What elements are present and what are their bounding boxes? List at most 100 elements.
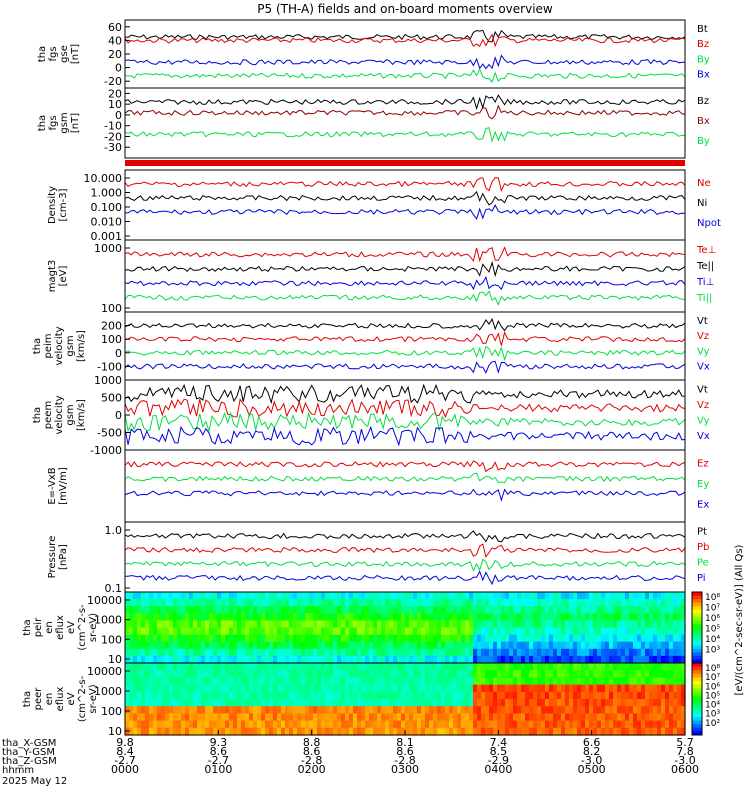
heatmap-cell bbox=[525, 720, 530, 729]
heatmap-cell bbox=[233, 599, 238, 607]
heatmap-cell bbox=[449, 613, 454, 621]
heatmap-cell bbox=[317, 677, 322, 686]
heatmap-cell bbox=[513, 620, 518, 629]
heatmap-cell bbox=[153, 720, 158, 729]
heatmap-cell bbox=[161, 677, 166, 686]
heatmap-cell bbox=[285, 706, 290, 714]
heatmap-cell bbox=[665, 699, 670, 707]
heatmap-cell bbox=[477, 620, 482, 629]
heatmap-cell bbox=[445, 641, 450, 650]
heatmap-cell bbox=[549, 606, 554, 614]
series-line-Te|| bbox=[124, 260, 686, 278]
heatmap-cell bbox=[601, 592, 606, 600]
heatmap-cell bbox=[149, 634, 154, 643]
heatmap-cell bbox=[609, 663, 614, 671]
heatmap-cell bbox=[349, 641, 354, 650]
heatmap-cell bbox=[437, 648, 442, 657]
heatmap-cell bbox=[161, 655, 166, 664]
heatmap-cell bbox=[209, 620, 214, 629]
heatmap-cell bbox=[665, 648, 670, 657]
heatmap-cell bbox=[253, 592, 258, 600]
heatmap-cell bbox=[153, 648, 158, 657]
heatmap-cell bbox=[561, 599, 566, 607]
heatmap-cell bbox=[665, 670, 670, 678]
heatmap-cell bbox=[253, 599, 258, 607]
heatmap-cell bbox=[233, 720, 238, 729]
heatmap-cell bbox=[157, 634, 162, 643]
heatmap-cell bbox=[201, 684, 206, 693]
heatmap-cell bbox=[225, 706, 230, 714]
heatmap-cell bbox=[473, 599, 478, 607]
colorbar-segment bbox=[692, 688, 702, 693]
heatmap-cell bbox=[449, 720, 454, 729]
heatmap-cell bbox=[437, 620, 442, 629]
heatmap-cell bbox=[541, 677, 546, 686]
heatmap-cell bbox=[181, 641, 186, 650]
heatmap-cell bbox=[313, 592, 318, 600]
heatmap-cell bbox=[177, 655, 182, 664]
heatmap-cell bbox=[357, 713, 362, 722]
heatmap-cell bbox=[589, 648, 594, 657]
heatmap-cell bbox=[369, 663, 374, 671]
heatmap-cell bbox=[165, 727, 170, 736]
heatmap-cell bbox=[465, 613, 470, 621]
heatmap-cell bbox=[665, 634, 670, 643]
heatmap-cell bbox=[669, 613, 674, 621]
heatmap-cell bbox=[525, 655, 530, 664]
heatmap-cell bbox=[321, 713, 326, 722]
heatmap-cell bbox=[381, 720, 386, 729]
heatmap-cell bbox=[321, 727, 326, 736]
heatmap-cell bbox=[305, 713, 310, 722]
heatmap-cell bbox=[481, 699, 486, 707]
heatmap-cell bbox=[485, 620, 490, 629]
heatmap-cell bbox=[261, 691, 266, 700]
heatmap-cell bbox=[637, 691, 642, 700]
heatmap-cell bbox=[421, 627, 426, 636]
heatmap-cell bbox=[129, 620, 134, 629]
heatmap-cell bbox=[209, 691, 214, 700]
heatmap-cell bbox=[309, 684, 314, 693]
heatmap-cell bbox=[477, 648, 482, 657]
heatmap-cell bbox=[141, 655, 146, 664]
heatmap-cell bbox=[229, 691, 234, 700]
heatmap-cell bbox=[437, 691, 442, 700]
colorbar-segment bbox=[692, 609, 702, 614]
heatmap-cell bbox=[381, 648, 386, 657]
heatmap-cell bbox=[353, 727, 358, 736]
heatmap-cell bbox=[673, 720, 678, 729]
heatmap-cell bbox=[545, 648, 550, 657]
heatmap-cell bbox=[505, 706, 510, 714]
heatmap-cell bbox=[585, 641, 590, 650]
heatmap-cell bbox=[525, 648, 530, 657]
heatmap-cell bbox=[589, 592, 594, 600]
legend-entry: Vt bbox=[697, 316, 708, 327]
heatmap-cell bbox=[365, 599, 370, 607]
heatmap-cell bbox=[513, 691, 518, 700]
heatmap-cell bbox=[441, 641, 446, 650]
heatmap-cell bbox=[433, 713, 438, 722]
heatmap-cell bbox=[317, 613, 322, 621]
heatmap-cell bbox=[645, 648, 650, 657]
heatmap-cell bbox=[389, 606, 394, 614]
heatmap-cell bbox=[173, 599, 178, 607]
heatmap-cell bbox=[417, 627, 422, 636]
heatmap-cell bbox=[269, 592, 274, 600]
heatmap-cell bbox=[613, 699, 618, 707]
heatmap-cell bbox=[533, 699, 538, 707]
heatmap-cell bbox=[197, 620, 202, 629]
heatmap-cell bbox=[417, 648, 422, 657]
heatmap-cell bbox=[249, 627, 254, 636]
heatmap-cell bbox=[649, 620, 654, 629]
heatmap-cell bbox=[161, 599, 166, 607]
heatmap-cell bbox=[161, 684, 166, 693]
heatmap-cell bbox=[209, 648, 214, 657]
heatmap-cell bbox=[321, 627, 326, 636]
heatmap-cell bbox=[301, 727, 306, 736]
heatmap-cell bbox=[373, 620, 378, 629]
heatmap-cell bbox=[169, 641, 174, 650]
heatmap-cell bbox=[201, 648, 206, 657]
heatmap-cell bbox=[241, 713, 246, 722]
heatmap-cell bbox=[281, 648, 286, 657]
heatmap-cell bbox=[597, 670, 602, 678]
